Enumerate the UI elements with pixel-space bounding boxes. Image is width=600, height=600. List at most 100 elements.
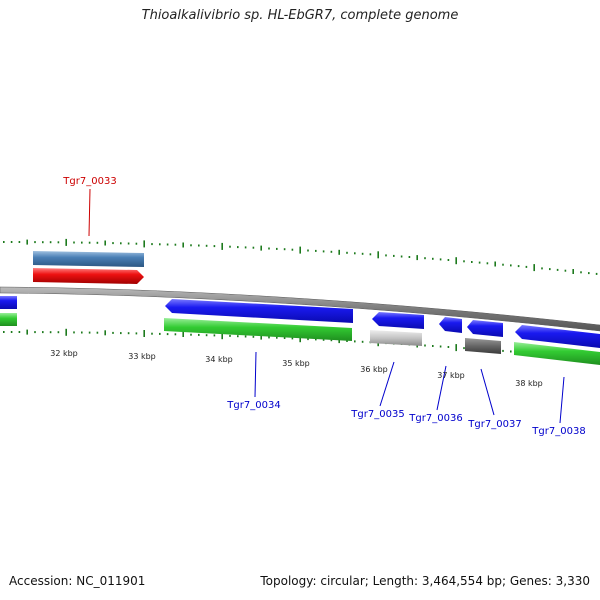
scale-tick	[276, 247, 278, 250]
scale-tick	[580, 271, 582, 274]
gene-blue-0034[interactable]	[165, 299, 353, 323]
scale-tick	[354, 252, 356, 255]
scale-tick	[166, 243, 169, 246]
scale-tick	[213, 334, 216, 337]
scale-tick	[283, 337, 286, 339]
scale-tick	[3, 331, 5, 333]
scale-tick	[315, 338, 317, 341]
scale-tick	[151, 332, 153, 335]
scale-tick	[174, 243, 177, 246]
scale-tick	[159, 332, 161, 335]
gene-label-0033[interactable]: Tgr7_0033	[62, 176, 116, 187]
gene-blue-0036[interactable]	[439, 317, 462, 333]
gene-label-0035[interactable]: Tgr7_0035	[350, 409, 404, 420]
scale-tick	[338, 338, 340, 344]
scale-tick	[455, 257, 457, 265]
scale-tick	[159, 243, 161, 246]
scale-tick	[42, 241, 44, 244]
scale-tick	[65, 328, 67, 336]
gene-label-0037[interactable]: Tgr7_0037	[467, 419, 521, 430]
gene-blue-0038[interactable]	[515, 325, 600, 348]
gene-blue-left-edge[interactable]	[0, 296, 17, 309]
scale-tick	[221, 242, 223, 250]
gene-green-0038[interactable]	[514, 342, 600, 365]
scale-tick	[10, 331, 13, 333]
scale-tick	[299, 335, 301, 343]
scale-tick	[595, 272, 598, 275]
scale-tick	[260, 245, 262, 251]
scale-tick	[104, 240, 106, 246]
scale-tick	[18, 241, 21, 243]
gene-red-arrow[interactable]	[33, 268, 144, 284]
scale-tick	[525, 265, 528, 268]
scale-tick	[385, 254, 387, 257]
gene-features	[0, 251, 600, 365]
scale-tick	[268, 247, 270, 250]
scale-tick	[229, 245, 231, 248]
scale-tick	[299, 246, 301, 254]
scale-tick	[322, 250, 325, 253]
scale-tick	[588, 272, 590, 275]
scale-tick	[96, 241, 99, 244]
gene-blue-0037[interactable]	[467, 320, 503, 337]
scale-tick	[151, 243, 153, 246]
gene-steel-upper[interactable]	[33, 251, 144, 267]
gene-blue-0035[interactable]	[372, 312, 424, 329]
scale-tick	[49, 241, 52, 244]
scale-tick	[120, 242, 122, 245]
scale-tick	[221, 332, 223, 340]
gene-green-left-edge[interactable]	[0, 313, 17, 326]
scale-tick	[439, 258, 442, 261]
scale-tick	[205, 334, 208, 337]
scale-tick	[81, 331, 83, 334]
gene-label-0036[interactable]: Tgr7_0036	[408, 413, 462, 424]
scale-tick	[463, 260, 465, 263]
gene-label-leaders	[88, 188, 565, 424]
scale-tick	[338, 249, 340, 255]
scale-tick	[34, 331, 36, 334]
scale-tick	[283, 248, 286, 251]
scale-tick	[34, 241, 36, 244]
scale-label-37kbp: 37 kbp	[437, 371, 465, 380]
scale-tick	[393, 254, 395, 257]
scale-label-38kbp: 38 kbp	[515, 379, 543, 388]
scale-tick	[244, 246, 247, 249]
scale-tick	[330, 250, 333, 253]
gene-label-0038[interactable]: Tgr7_0038	[531, 426, 585, 437]
scale-tick	[127, 332, 130, 335]
scale-tick	[478, 261, 481, 264]
scale-tick	[10, 241, 13, 243]
scale-label-34kbp: 34 kbp	[205, 355, 233, 364]
scale-tick	[291, 248, 294, 251]
scale-tick	[377, 251, 379, 259]
scale-tick	[268, 336, 270, 339]
scale-tick	[49, 331, 52, 334]
scale-tick	[73, 331, 75, 334]
gene-green-0034[interactable]	[164, 318, 352, 341]
scale-tick	[408, 256, 411, 258]
scale-tick	[276, 336, 278, 339]
scale-tick	[432, 257, 434, 260]
scale-tick	[252, 246, 255, 249]
topology-summary-text: Topology: circular; Length: 3,464,554 bp…	[260, 574, 590, 588]
gene-darkgray-0037[interactable]	[465, 338, 501, 354]
scale-tick	[549, 268, 551, 271]
scale-tick	[174, 333, 177, 336]
gene-lightgray-0035[interactable]	[370, 330, 422, 346]
scale-tick	[416, 255, 418, 261]
scale-tick	[182, 242, 184, 248]
scale-tick	[322, 338, 325, 341]
scale-tick	[346, 340, 348, 342]
scale-tick	[190, 333, 192, 336]
scale-tick	[510, 264, 512, 267]
scale-tick	[361, 252, 364, 255]
scale-tick	[432, 345, 434, 347]
scale-tick	[205, 244, 208, 247]
scale-tick	[541, 267, 543, 270]
scale-tick	[229, 334, 231, 337]
scale-tick	[112, 331, 114, 334]
accession-text: Accession: NC_011901	[9, 574, 146, 588]
scale-tick	[198, 244, 200, 247]
scale-tick	[424, 257, 426, 260]
gene-label-0034[interactable]: Tgr7_0034	[226, 400, 280, 411]
